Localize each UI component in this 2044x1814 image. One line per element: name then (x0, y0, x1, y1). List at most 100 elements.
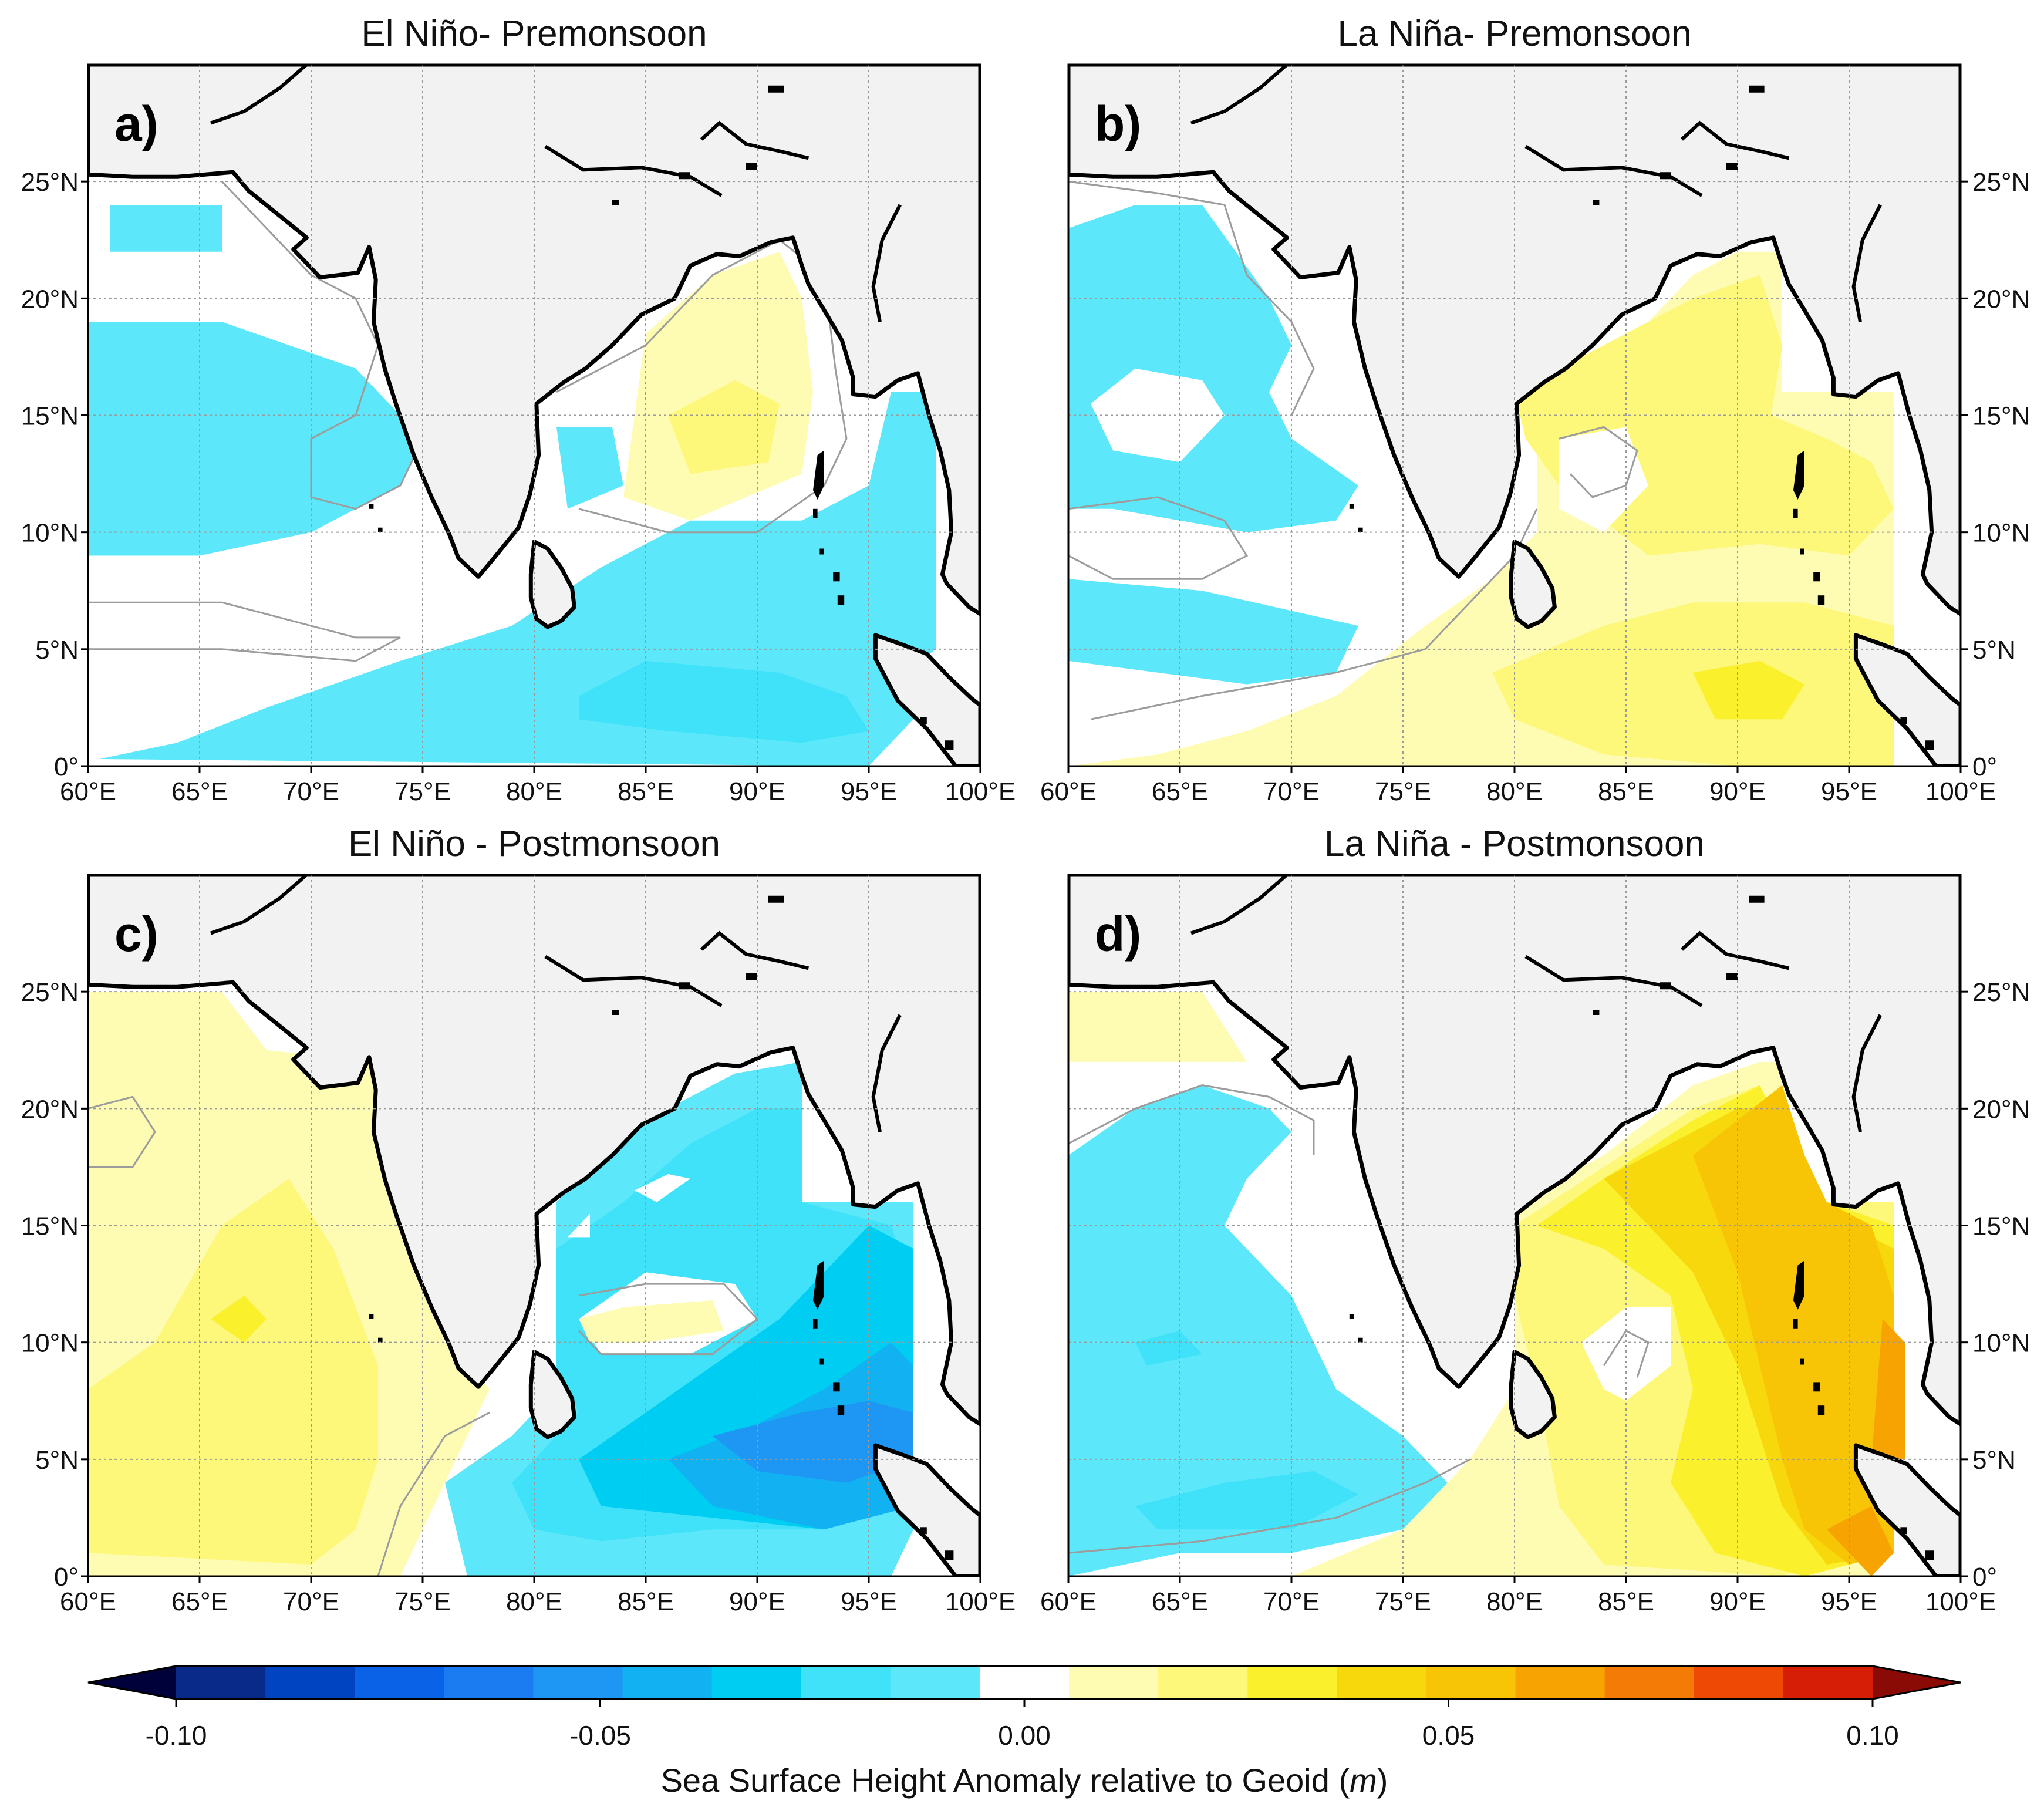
anomaly-region (1068, 992, 1247, 1062)
x-tick-label: 65°E (1152, 777, 1208, 806)
colorbar-swatch (1158, 1666, 1249, 1699)
anomaly-region (1135, 1330, 1202, 1366)
colorbar-swatch (1783, 1666, 1873, 1699)
river-line (544, 955, 723, 1007)
island (1358, 1337, 1363, 1343)
panel-d-plot-area (1068, 875, 1961, 1576)
y-tick-label: 15°N (1972, 1212, 2030, 1241)
contour-line (1068, 180, 1315, 416)
colorbar-swatch (1604, 1666, 1695, 1699)
x-tick-label: 65°E (1152, 1587, 1208, 1616)
land-sumatra (873, 633, 980, 766)
x-tick-label: 85°E (618, 777, 674, 806)
island (1793, 508, 1798, 518)
panel-c-plot-area (88, 875, 980, 1576)
colorbar-swatch (176, 1666, 266, 1699)
x-tick-label: 95°E (1821, 777, 1877, 806)
anomaly-region (1827, 1506, 1894, 1576)
river-line (1851, 204, 1882, 322)
island (1349, 1314, 1354, 1319)
colorbar-swatch (622, 1666, 713, 1699)
colorbar-swatch (711, 1666, 802, 1699)
panel-title: La Niña - Postmonsoon (1324, 824, 1705, 864)
land-sumatra (873, 1443, 980, 1576)
colorbar-swatch (1337, 1666, 1427, 1699)
y-tick-label: 15°N (21, 402, 79, 431)
y-tick-label: 5°N (35, 1446, 79, 1475)
panel-b-plot-area (1068, 65, 1961, 766)
anomaly-region (211, 1296, 267, 1343)
contour-line (1559, 426, 1638, 498)
map-panel-d: La Niña - Postmonsoon d) 60°E 65°E 70°E 75°E 8… (1040, 824, 2030, 1616)
x-tick-label: 70°E (1263, 777, 1320, 806)
anomaly-region (1068, 1085, 1448, 1576)
x-tick-label: 85°E (618, 1587, 674, 1616)
island (1925, 1550, 1934, 1560)
island (612, 1010, 619, 1015)
y-tick-label: 5°N (1972, 1446, 2016, 1475)
x-tick-label: 90°E (1709, 1587, 1766, 1616)
colorbar-swatch (533, 1666, 623, 1699)
island (833, 572, 840, 582)
land-sri-lanka (528, 540, 576, 629)
panel-letter: d) (1095, 906, 1141, 962)
contour-line (377, 1411, 490, 1576)
x-tick-label: 85°E (1598, 777, 1654, 806)
river-line (1680, 120, 1790, 160)
y-tick-label: 0° (54, 1563, 79, 1592)
x-tick-label: 90°E (729, 1587, 785, 1616)
island (378, 1337, 383, 1343)
anomaly-region (635, 1174, 690, 1202)
island (833, 1382, 840, 1392)
island (813, 508, 818, 518)
island (1800, 1358, 1804, 1365)
colorbar-swatch (1247, 1666, 1338, 1699)
panel-a-plot-area (88, 65, 980, 766)
anomaly-region (1693, 660, 1804, 720)
x-tick-label: 75°E (1375, 777, 1431, 806)
panel-title: La Niña- Premonsoon (1337, 14, 1691, 54)
island (1925, 740, 1934, 750)
land-sri-lanka (528, 1350, 576, 1439)
island (1593, 200, 1600, 205)
y-tick-label: 0° (1972, 753, 1997, 781)
map-panel-c: El Niño - Postmonsoon c) 60°E 65°E 70°E 75°E 8… (21, 824, 1016, 1616)
map-panel-b: La Niña- Premonsoon b) 60°E 65°E 70°E 75°E 80°… (1040, 14, 2030, 806)
anomaly-region (1581, 1307, 1671, 1401)
colorbar-label-unit: m (1350, 1762, 1377, 1799)
river-line (871, 204, 902, 322)
anomaly-region (1492, 602, 1894, 766)
y-tick-label: 0° (1972, 1563, 1997, 1592)
island (746, 973, 757, 980)
island (1900, 1527, 1907, 1535)
island (369, 504, 374, 509)
river-line (700, 120, 809, 160)
y-tick-label: 10°N (21, 1329, 79, 1358)
x-tick-label: 90°E (729, 777, 785, 806)
river-line (1524, 955, 1703, 1007)
colorbar-swatch (1069, 1666, 1159, 1699)
river-line (1524, 144, 1703, 197)
anomaly-region (88, 1178, 378, 1565)
colorbar-swatch (1426, 1666, 1516, 1699)
y-tick-label: 10°N (1972, 1329, 2030, 1358)
island (1726, 163, 1738, 170)
x-tick-label: 60°E (60, 777, 116, 806)
colorbar-label: Sea Surface Height Anomaly relative to G… (661, 1762, 1388, 1799)
x-tick-label: 60°E (1040, 1587, 1097, 1616)
land-sumatra (1853, 1443, 1961, 1576)
anomaly-region (110, 205, 222, 252)
colorbar-tick-label: 0.10 (1846, 1720, 1899, 1751)
island (1358, 527, 1363, 532)
island (1813, 572, 1820, 582)
colorbar-swatch (444, 1666, 534, 1699)
x-tick-label: 100°E (945, 1587, 1016, 1616)
y-tick-label: 20°N (1972, 285, 2030, 313)
anomaly-region (88, 322, 423, 556)
y-tick-label: 0° (54, 753, 79, 781)
x-tick-label: 100°E (945, 777, 1016, 806)
anomaly-region (568, 1213, 590, 1238)
colorbar-swatch (265, 1666, 356, 1699)
island (819, 1358, 824, 1365)
contour-line (88, 1095, 156, 1168)
